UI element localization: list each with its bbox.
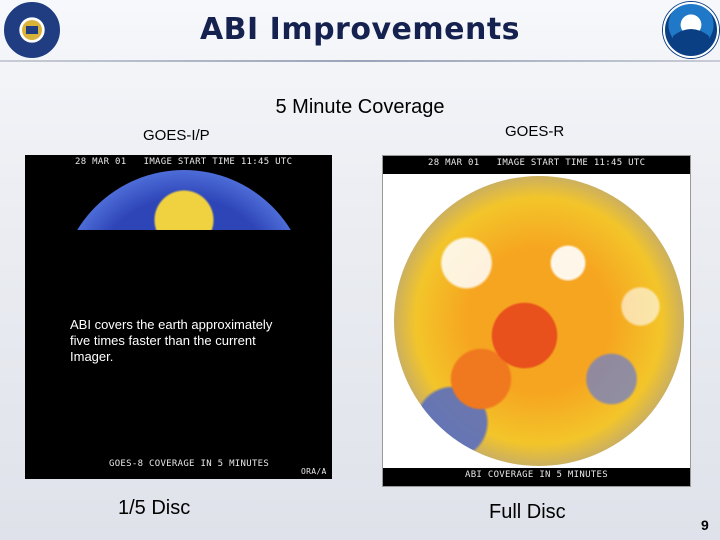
right-panel-label: GOES-R xyxy=(505,123,565,140)
left-bottom-label: 1/5 Disc xyxy=(118,497,191,519)
left-panel-label: GOES-I/P xyxy=(143,127,210,144)
goes-r-image: 28 MAR 01 IMAGE START TIME 11:45 UTC ABI… xyxy=(382,155,691,487)
uncovered-region xyxy=(25,230,332,460)
right-image-footer: ABI COVERAGE IN 5 MINUTES xyxy=(465,470,608,480)
left-image-footer: GOES-8 COVERAGE IN 5 MINUTES xyxy=(109,459,270,469)
noaa-logo-icon xyxy=(663,2,719,58)
slide-title: ABI Improvements xyxy=(199,12,521,47)
title-divider xyxy=(0,60,720,62)
commerce-seal-icon xyxy=(4,2,60,58)
right-bottom-label: Full Disc xyxy=(489,501,566,523)
right-image-header: 28 MAR 01 IMAGE START TIME 11:45 UTC xyxy=(428,158,646,168)
comparison-caption: ABI covers the earth approximately five … xyxy=(70,317,273,364)
left-image-credit: ORA/A xyxy=(301,467,327,476)
right-image-header-bar xyxy=(383,156,690,174)
goes-ip-image: 28 MAR 01 IMAGE START TIME 11:45 UTC ABI… xyxy=(25,155,332,479)
page-number: 9 xyxy=(701,517,709,533)
right-image-footer-bar xyxy=(383,468,690,486)
slide-subtitle: 5 Minute Coverage xyxy=(275,96,445,118)
earth-globe-full xyxy=(394,176,684,466)
left-image-header: 28 MAR 01 IMAGE START TIME 11:45 UTC xyxy=(75,157,293,167)
